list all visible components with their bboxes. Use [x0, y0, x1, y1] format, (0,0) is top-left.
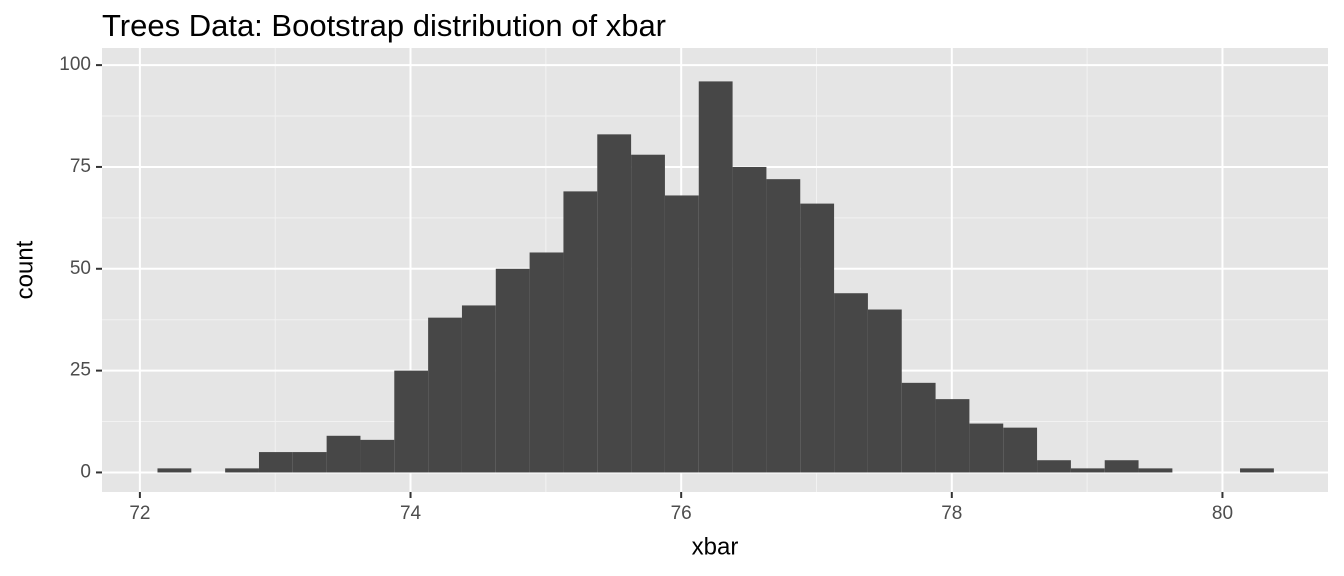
bar	[1138, 468, 1173, 473]
y-tick-label: 50	[70, 258, 91, 279]
x-tick-label: 80	[1212, 503, 1233, 524]
y-tick-label: 75	[70, 156, 91, 177]
y-axis-title: count	[11, 240, 38, 299]
bar	[258, 452, 293, 473]
bar	[394, 370, 429, 473]
x-tick-label: 74	[400, 503, 422, 524]
bar	[664, 195, 699, 473]
bar	[1104, 460, 1139, 473]
bar	[461, 305, 496, 473]
bar	[969, 423, 1004, 473]
x-axis-title: xbar	[692, 533, 739, 560]
y-tick-label: 25	[70, 360, 91, 381]
bar	[800, 203, 835, 473]
bar	[225, 468, 259, 473]
bar	[631, 154, 665, 473]
bar	[732, 166, 767, 473]
bar	[326, 435, 361, 473]
x-tick-label: 76	[671, 503, 692, 524]
bar	[935, 399, 970, 473]
x-tick-label: 72	[129, 503, 150, 524]
chart-title: Trees Data: Bootstrap distribution of xb…	[102, 8, 666, 43]
bar	[292, 452, 327, 473]
y-tick-label: 100	[59, 54, 91, 75]
bar	[1070, 468, 1105, 473]
bar	[1037, 460, 1071, 473]
bar	[1003, 427, 1038, 473]
bar	[766, 179, 801, 473]
x-tick-label: 78	[941, 503, 962, 524]
bar	[563, 191, 598, 473]
bar	[901, 382, 936, 473]
bar	[428, 317, 462, 473]
bar	[1240, 468, 1274, 473]
bar	[698, 81, 733, 473]
bar	[157, 468, 192, 473]
bar	[529, 252, 564, 473]
y-tick-label: 0	[80, 461, 91, 482]
bar	[597, 134, 632, 473]
bar	[495, 268, 530, 473]
bar	[867, 309, 902, 473]
bar	[360, 439, 395, 473]
bar	[834, 293, 868, 473]
